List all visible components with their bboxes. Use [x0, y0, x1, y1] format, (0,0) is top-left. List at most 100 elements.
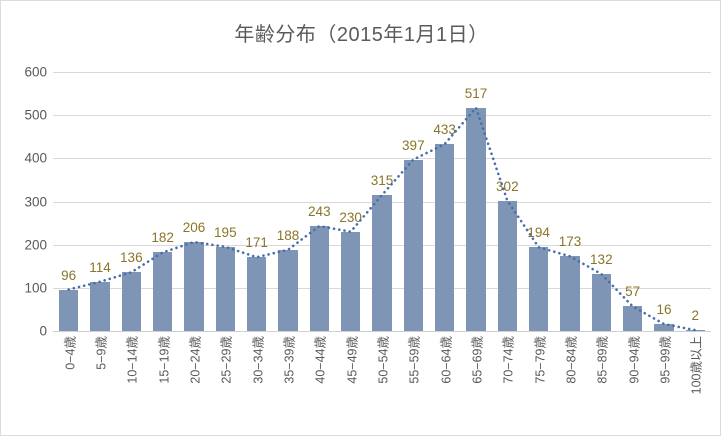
- x-axis: 0−4歳 5−9歳 10−14歳 15−19歳 20−24歳 25−29歳 30−34歳 35…: [53, 334, 711, 434]
- bar[interactable]: [121, 272, 142, 331]
- bar[interactable]: [278, 249, 298, 331]
- x-axis-tick-label: 45−49歳: [345, 336, 360, 384]
- x-axis-tick-label: 95−99歳: [658, 336, 673, 384]
- bar-value-label: 136: [120, 250, 143, 266]
- bar-value-label: 114: [89, 259, 111, 275]
- x-axis-tick: 10−14歳: [116, 334, 147, 434]
- bar[interactable]: [340, 231, 361, 331]
- bar-slot: 195: [210, 72, 241, 331]
- bar-value-label: 195: [214, 224, 237, 240]
- x-axis-tick-label: 60−64歳: [439, 336, 454, 384]
- bar[interactable]: [434, 144, 455, 331]
- bar-slot: 57: [617, 72, 648, 331]
- bar-slot: 136: [116, 72, 147, 331]
- x-axis-tick-label: 50−54歳: [376, 336, 391, 384]
- x-axis-tick: 45−49歳: [335, 334, 366, 434]
- x-axis-tick-label: 40−44歳: [313, 336, 328, 384]
- bar-slot: 315: [366, 72, 397, 331]
- y-axis-tick-label: 300: [24, 194, 47, 209]
- bar-value-label: 188: [276, 227, 300, 243]
- x-axis-tick: 85−89歳: [586, 334, 617, 434]
- bar-slot: 16: [648, 72, 679, 331]
- x-axis-tick-label: 25−29歳: [219, 336, 234, 384]
- x-axis-tick: 25−29歳: [210, 334, 241, 434]
- bar-value-label: 517: [464, 85, 488, 101]
- x-axis-tick: 20−24歳: [178, 334, 209, 434]
- bar[interactable]: [215, 246, 236, 331]
- bar-value-label: 302: [496, 178, 519, 194]
- x-axis-tick-label: 30−34歳: [251, 336, 266, 384]
- x-axis-tick: 75−79歳: [523, 334, 554, 434]
- bar[interactable]: [528, 247, 549, 331]
- x-axis-tick-label: 0−4歳: [63, 336, 78, 370]
- bar-value-label: 16: [656, 302, 672, 318]
- x-axis-tick: 95−99歳: [648, 334, 679, 434]
- bar-slot: 96: [53, 72, 84, 331]
- bar[interactable]: [309, 226, 330, 331]
- gridline: [53, 72, 711, 73]
- x-axis-tick: 30−34歳: [241, 334, 272, 434]
- bar[interactable]: [654, 324, 674, 331]
- bar-value-label: 206: [182, 220, 206, 236]
- bar[interactable]: [591, 274, 612, 331]
- bar-value-label: 315: [370, 173, 394, 189]
- bar-value-label: 57: [625, 284, 641, 300]
- bar-value-label: 397: [402, 137, 425, 153]
- bar-slot: 302: [492, 72, 523, 331]
- bar[interactable]: [58, 289, 79, 331]
- bar[interactable]: [560, 256, 580, 331]
- y-axis: 0 100 200 300 400 500 600: [1, 65, 47, 339]
- bar[interactable]: [685, 330, 706, 331]
- bar[interactable]: [184, 242, 204, 331]
- bar[interactable]: [403, 159, 424, 331]
- gridline: [53, 331, 711, 332]
- x-axis-tick: 65−69歳: [460, 334, 491, 434]
- x-axis-tick: 60−64歳: [429, 334, 460, 434]
- bar-slot: 173: [554, 72, 585, 331]
- bar-value-label: 230: [339, 209, 362, 225]
- x-axis-tick-label: 5−9歳: [94, 336, 109, 370]
- y-axis-tick-label: 0: [39, 323, 47, 339]
- bar-slot: 188: [272, 72, 303, 331]
- x-axis-tick: 0−4歳: [53, 334, 84, 434]
- bar-slot: 230: [335, 72, 366, 331]
- bar-slot: 433: [429, 72, 460, 331]
- bar[interactable]: [497, 200, 518, 331]
- bar[interactable]: [90, 281, 110, 331]
- x-axis-tick-label: 65−69歳: [470, 336, 485, 384]
- x-axis-tick-label: 15−19歳: [157, 336, 172, 384]
- bar-slot: 517: [460, 72, 491, 331]
- chart-title: 年齢分布（2015年1月1日）: [234, 24, 489, 46]
- bar[interactable]: [152, 252, 173, 331]
- bar-value-label: 96: [61, 267, 77, 283]
- bar-slot: 206: [178, 72, 209, 331]
- bar[interactable]: [466, 107, 486, 331]
- y-axis-tick-label: 400: [24, 150, 47, 166]
- bar-slot: 243: [304, 72, 335, 331]
- x-axis-tick: 5−9歳: [84, 334, 115, 434]
- x-axis-tick: 15−19歳: [147, 334, 178, 434]
- plot-area: 96 114 136 182 206 195 171 188 243 230 315 397 433 51…: [53, 72, 711, 332]
- y-axis-tick-label: 600: [24, 64, 47, 80]
- x-axis-tick: 50−54歳: [366, 334, 397, 434]
- bar-value-label: 2: [691, 308, 700, 324]
- x-axis-tick: 40−44歳: [304, 334, 335, 434]
- bar[interactable]: [622, 306, 643, 331]
- x-axis-tick: 35−39歳: [272, 334, 303, 434]
- bar-slot: 114: [84, 72, 115, 331]
- x-axis-tick-label: 10−14歳: [125, 336, 140, 384]
- bar-value-label: 182: [151, 230, 174, 246]
- x-axis-tick-label: 75−79歳: [533, 336, 548, 384]
- x-axis-tick-label: 90−94歳: [627, 336, 642, 384]
- x-axis-tick: 70−74歳: [492, 334, 523, 434]
- x-axis-tick-label: 70−74歳: [501, 336, 516, 384]
- bar[interactable]: [372, 195, 392, 331]
- bar[interactable]: [246, 257, 267, 331]
- y-axis-tick-label: 500: [24, 107, 47, 123]
- bar-value-label: 194: [527, 225, 550, 241]
- bar-value-label: 171: [245, 235, 268, 251]
- bar-value-label: 243: [308, 204, 331, 220]
- bar-value-label: 132: [590, 252, 613, 268]
- x-axis-tick: 100歳以上: [680, 334, 711, 434]
